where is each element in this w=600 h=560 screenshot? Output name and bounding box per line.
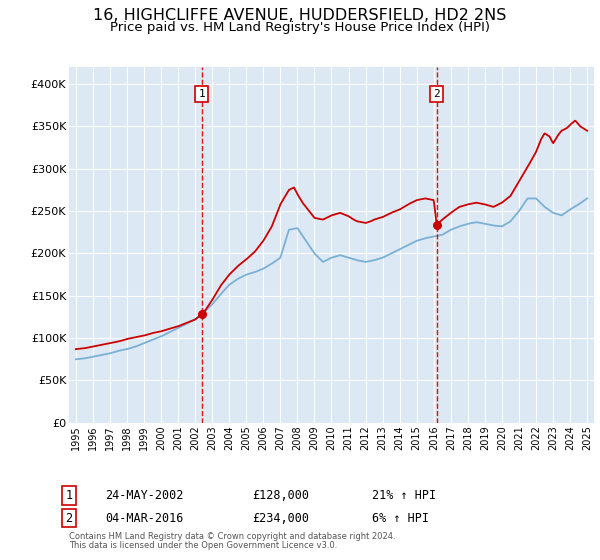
Text: 1: 1 <box>65 489 73 502</box>
Text: 2: 2 <box>65 511 73 525</box>
Text: 1: 1 <box>198 89 205 99</box>
Text: 6% ↑ HPI: 6% ↑ HPI <box>372 511 429 525</box>
Text: This data is licensed under the Open Government Licence v3.0.: This data is licensed under the Open Gov… <box>69 541 337 550</box>
Text: Price paid vs. HM Land Registry's House Price Index (HPI): Price paid vs. HM Land Registry's House … <box>110 21 490 34</box>
Text: £234,000: £234,000 <box>252 511 309 525</box>
Text: 16, HIGHCLIFFE AVENUE, HUDDERSFIELD, HD2 2NS: 16, HIGHCLIFFE AVENUE, HUDDERSFIELD, HD2… <box>94 8 506 24</box>
Text: 04-MAR-2016: 04-MAR-2016 <box>105 511 184 525</box>
Text: 2: 2 <box>433 89 440 99</box>
Text: Contains HM Land Registry data © Crown copyright and database right 2024.: Contains HM Land Registry data © Crown c… <box>69 532 395 541</box>
Text: £128,000: £128,000 <box>252 489 309 502</box>
Text: 21% ↑ HPI: 21% ↑ HPI <box>372 489 436 502</box>
Text: 24-MAY-2002: 24-MAY-2002 <box>105 489 184 502</box>
